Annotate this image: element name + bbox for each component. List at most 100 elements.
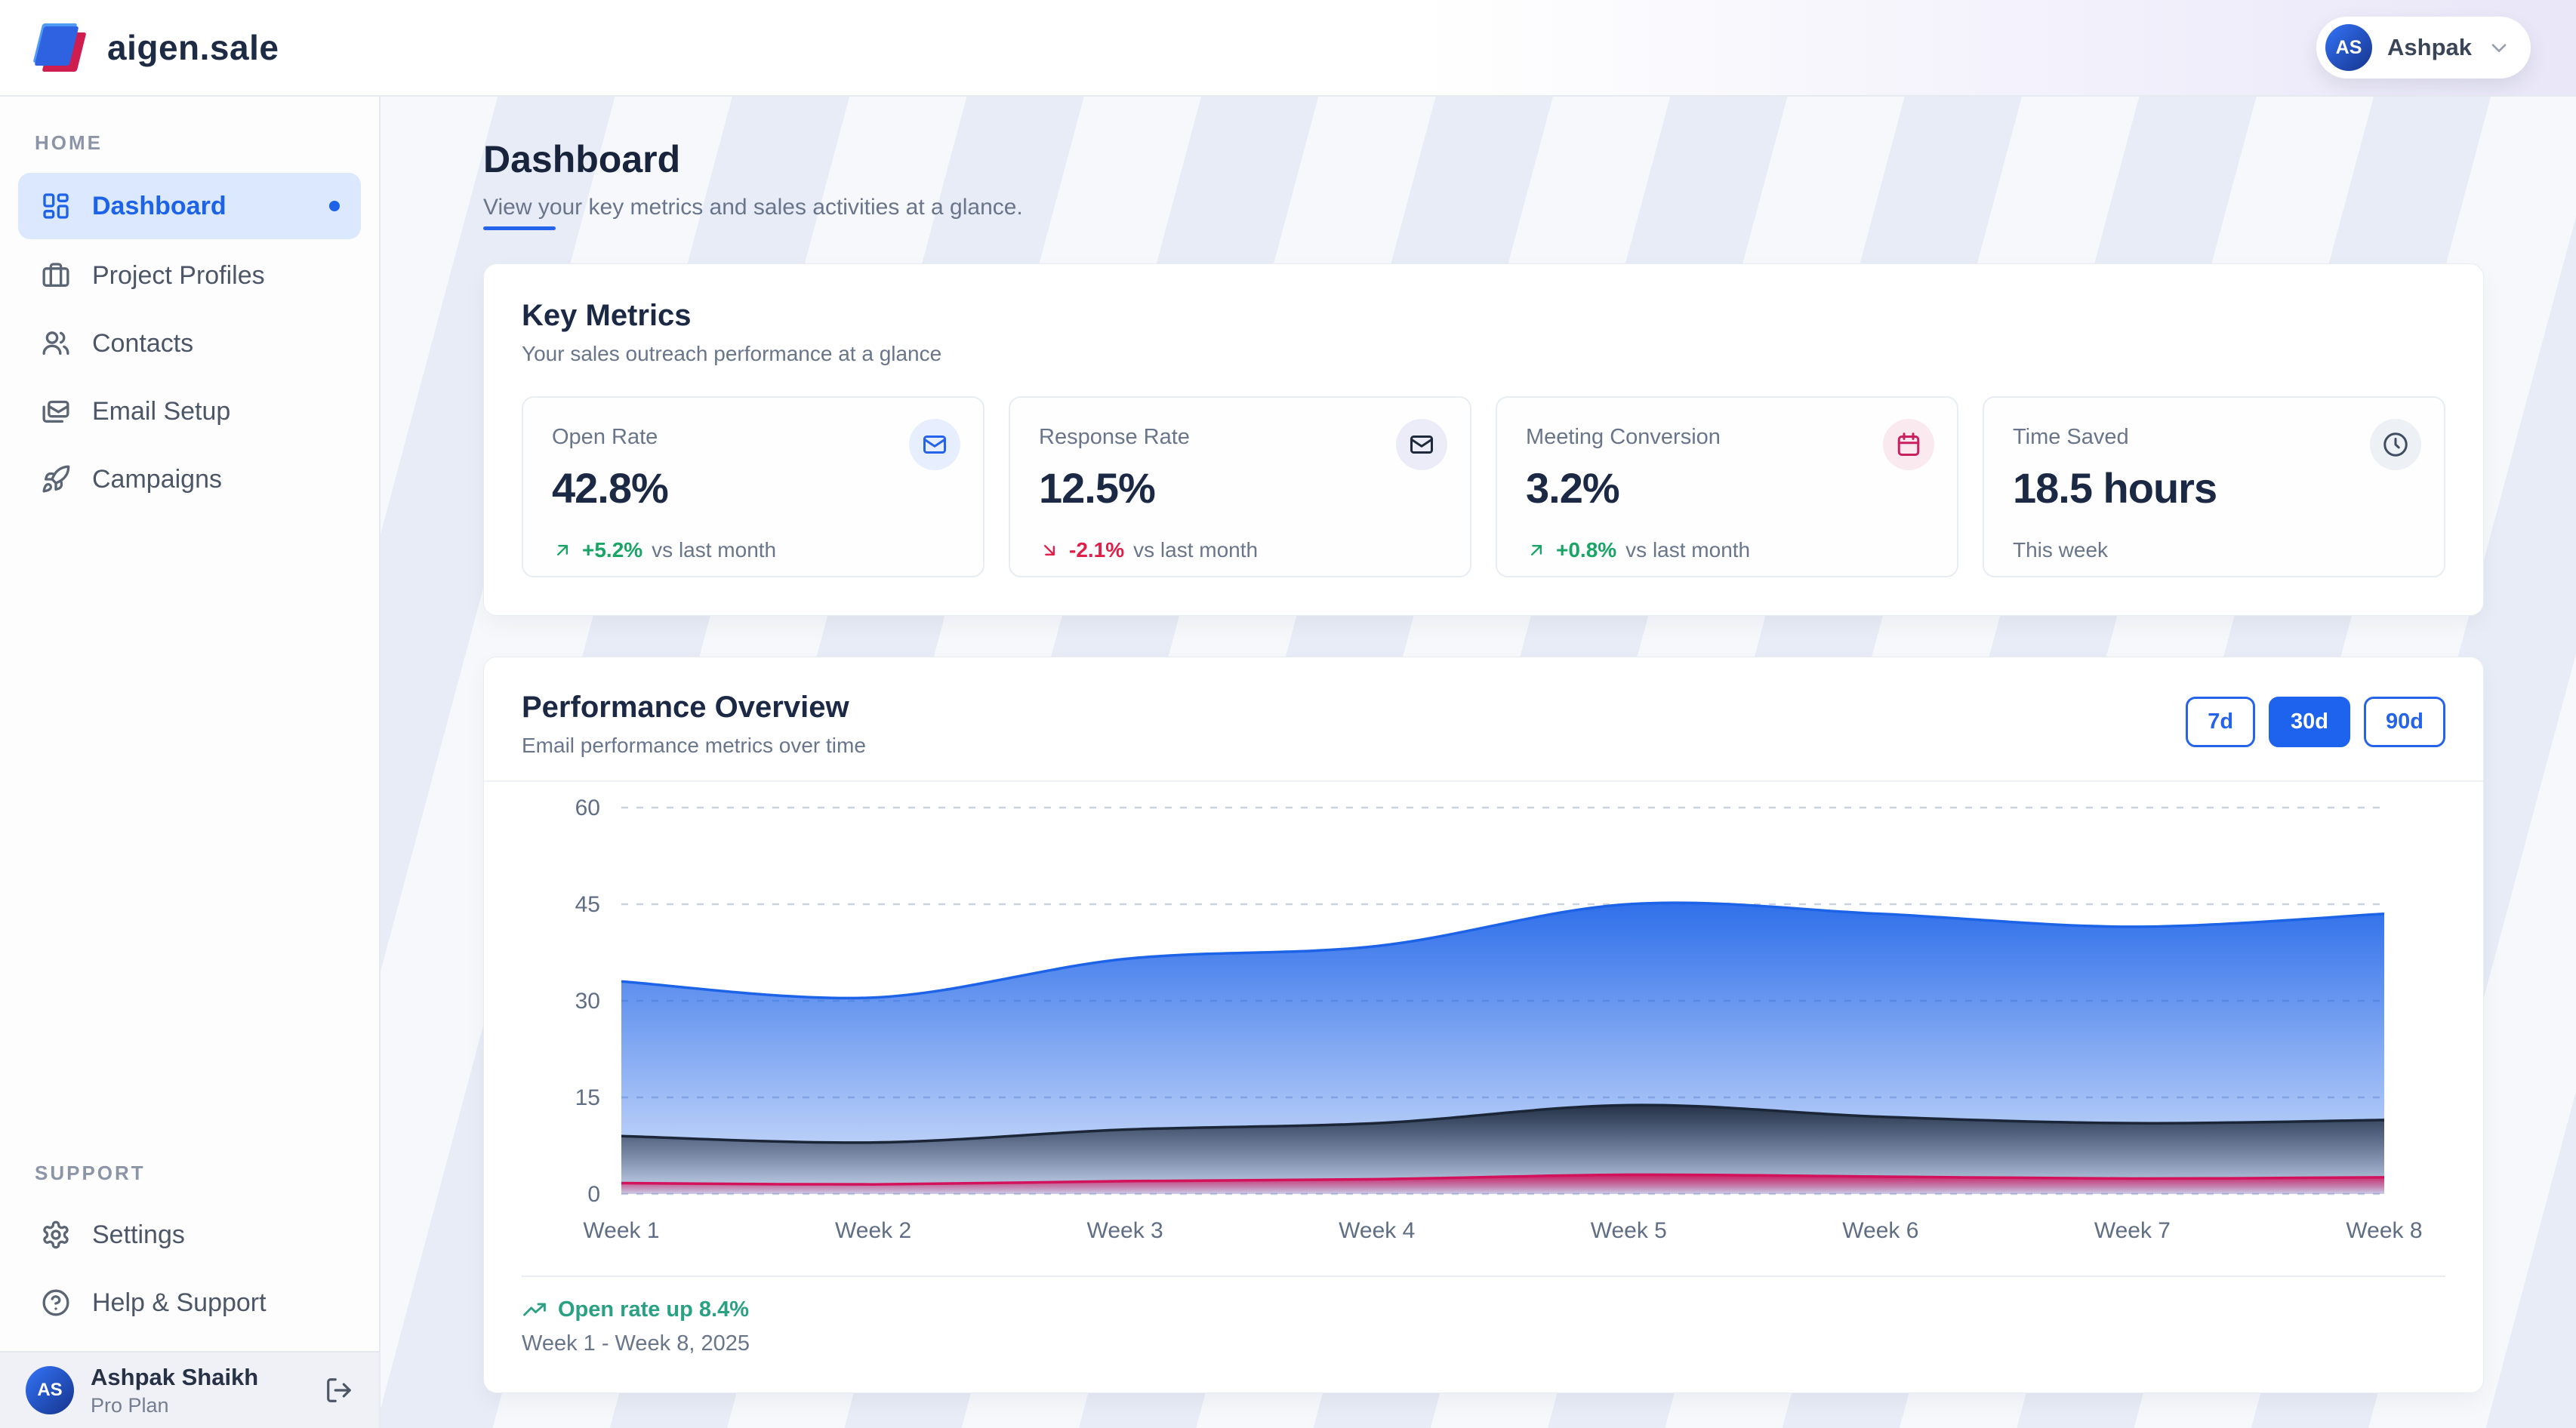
svg-text:Week 6: Week 6 (1842, 1218, 1918, 1243)
svg-text:15: 15 (575, 1085, 600, 1110)
key-metrics-panel: Key Metrics Your sales outreach performa… (483, 263, 2484, 616)
trending-up-icon (522, 1297, 547, 1322)
key-metrics-title: Key Metrics (522, 299, 692, 332)
title-accent-bar (483, 226, 556, 230)
performance-chart: 60 45 30 15 0 Week 1 Week 2 Week 3 Week 4 Week 5 W… (484, 782, 2483, 1276)
sidebar-item-settings[interactable]: Settings (18, 1203, 361, 1266)
user-short-name: Ashpak (2387, 34, 2472, 60)
logout-icon[interactable] (325, 1376, 353, 1405)
range-button-90d[interactable]: 90d (2364, 697, 2445, 747)
mails-icon (41, 396, 71, 426)
performance-title: Performance Overview (522, 691, 849, 724)
sidebar-item-label: Help & Support (92, 1288, 267, 1317)
chart-footer-highlight: Open rate up 8.4% (558, 1297, 750, 1322)
page-title: Dashboard (483, 138, 681, 180)
metric-value: 3.2% (1526, 464, 1620, 512)
mail-icon (1408, 431, 1435, 458)
svg-text:30: 30 (575, 989, 600, 1014)
metric-label: Response Rate (1039, 425, 1190, 449)
sidebar-item-label: Email Setup (92, 396, 231, 426)
sidebar: HOME Dashboard Project Profiles Contacts (0, 97, 381, 1428)
range-selector: 7d 30d 90d (2186, 697, 2445, 747)
metric-label: Open Rate (552, 425, 658, 449)
metric-cards-row: Open Rate 42.8% +5.2% vs last month Resp… (522, 396, 2445, 577)
svg-text:0: 0 (587, 1182, 600, 1207)
metric-label: Meeting Conversion (1526, 425, 1721, 449)
performance-panel: Performance Overview Email performance m… (483, 657, 2484, 1393)
metric-card-time-saved: Time Saved 18.5 hours This week (1983, 396, 2445, 577)
sidebar-item-campaigns[interactable]: Campaigns (18, 448, 361, 511)
sidebar-item-email-setup[interactable]: Email Setup (18, 380, 361, 443)
metric-value: 12.5% (1039, 464, 1156, 512)
arrow-up-right-icon (552, 540, 573, 561)
page-header: Dashboard View your key metrics and sale… (483, 137, 2484, 230)
sidebar-section-home: HOME Dashboard Project Profiles Contacts (0, 97, 379, 511)
svg-text:Week 2: Week 2 (835, 1218, 911, 1243)
svg-text:60: 60 (575, 796, 600, 820)
metric-trend-note: vs last month (652, 538, 777, 562)
svg-text:Week 1: Week 1 (583, 1218, 659, 1243)
key-metrics-subtitle: Your sales outreach performance at a gla… (522, 342, 942, 365)
metric-card-meeting-conversion: Meeting Conversion 3.2% +0.8% vs last mo… (1496, 396, 1958, 577)
section-label-home: HOME (35, 131, 103, 154)
briefcase-icon (41, 260, 71, 291)
metric-trend-note: vs last month (1133, 538, 1259, 562)
sidebar-item-label: Campaigns (92, 464, 222, 494)
range-button-30d[interactable]: 30d (2269, 697, 2351, 747)
support-nav: Settings Help & Support (0, 1203, 379, 1334)
help-circle-icon (41, 1288, 71, 1318)
rocket-icon (41, 464, 71, 494)
dashboard-grid-icon (41, 191, 71, 221)
sidebar-item-label: Settings (92, 1220, 185, 1249)
arrow-up-right-icon (1526, 540, 1547, 561)
metric-trend-value: -2.1% (1069, 538, 1125, 562)
svg-text:Week 3: Week 3 (1087, 1218, 1163, 1243)
svg-text:45: 45 (575, 892, 600, 917)
sidebar-item-help-support[interactable]: Help & Support (18, 1271, 361, 1334)
metric-label: Time Saved (2013, 425, 2129, 449)
page-subtitle: View your key metrics and sales activiti… (483, 195, 1023, 220)
arrow-down-right-icon (1039, 540, 1060, 561)
brand-name: aigen.sale (107, 28, 279, 67)
main-content: Dashboard View your key metrics and sale… (381, 97, 2576, 1428)
metric-trend-note: vs last month (1625, 538, 1751, 562)
metric-value: 18.5 hours (2013, 464, 2217, 512)
chart-footer: Open rate up 8.4% Week 1 - Week 8, 2025 (522, 1276, 2445, 1393)
active-indicator-dot (329, 201, 340, 211)
section-label-support: SUPPORT (35, 1162, 146, 1184)
user-menu[interactable]: AS Ashpak (2316, 17, 2531, 78)
metric-trend-value: +0.8% (1556, 538, 1617, 562)
performance-subtitle: Email performance metrics over time (522, 734, 866, 757)
main-nav: Dashboard Project Profiles Contacts Emai… (0, 173, 379, 511)
sidebar-item-dashboard[interactable]: Dashboard (18, 173, 361, 239)
sidebar-user-card: AS Ashpak Shaikh Pro Plan (0, 1351, 379, 1428)
metric-trend-note: This week (2013, 538, 2109, 562)
brand-logo: aigen.sale (32, 23, 279, 72)
metric-value: 42.8% (552, 464, 669, 512)
chevron-down-icon (2487, 35, 2511, 60)
brand-logo-icon (32, 23, 88, 72)
user-plan: Pro Plan (91, 1393, 169, 1417)
svg-text:Week 7: Week 7 (2094, 1218, 2171, 1243)
calendar-icon (1895, 431, 1922, 458)
chart-footer-range: Week 1 - Week 8, 2025 (522, 1331, 750, 1356)
sidebar-item-label: Project Profiles (92, 260, 265, 290)
metric-card-response-rate: Response Rate 12.5% -2.1% vs last month (1009, 396, 1471, 577)
avatar: AS (26, 1366, 74, 1414)
sidebar-item-label: Contacts (92, 328, 194, 358)
sidebar-section-support: SUPPORT Settings Help & Support (0, 1162, 379, 1334)
clock-icon (2382, 431, 2409, 458)
range-button-7d[interactable]: 7d (2186, 697, 2256, 747)
sidebar-item-contacts[interactable]: Contacts (18, 312, 361, 375)
user-full-name: Ashpak Shaikh (91, 1363, 259, 1390)
metric-trend-value: +5.2% (582, 538, 643, 562)
svg-text:Week 4: Week 4 (1339, 1218, 1415, 1243)
users-icon (41, 328, 71, 359)
svg-text:Week 5: Week 5 (1591, 1218, 1667, 1243)
gear-icon (41, 1220, 71, 1250)
sidebar-item-project-profiles[interactable]: Project Profiles (18, 244, 361, 307)
metric-card-open-rate: Open Rate 42.8% +5.2% vs last month (522, 396, 984, 577)
sidebar-item-label: Dashboard (92, 191, 226, 220)
svg-text:Week 8: Week 8 (2346, 1218, 2422, 1243)
